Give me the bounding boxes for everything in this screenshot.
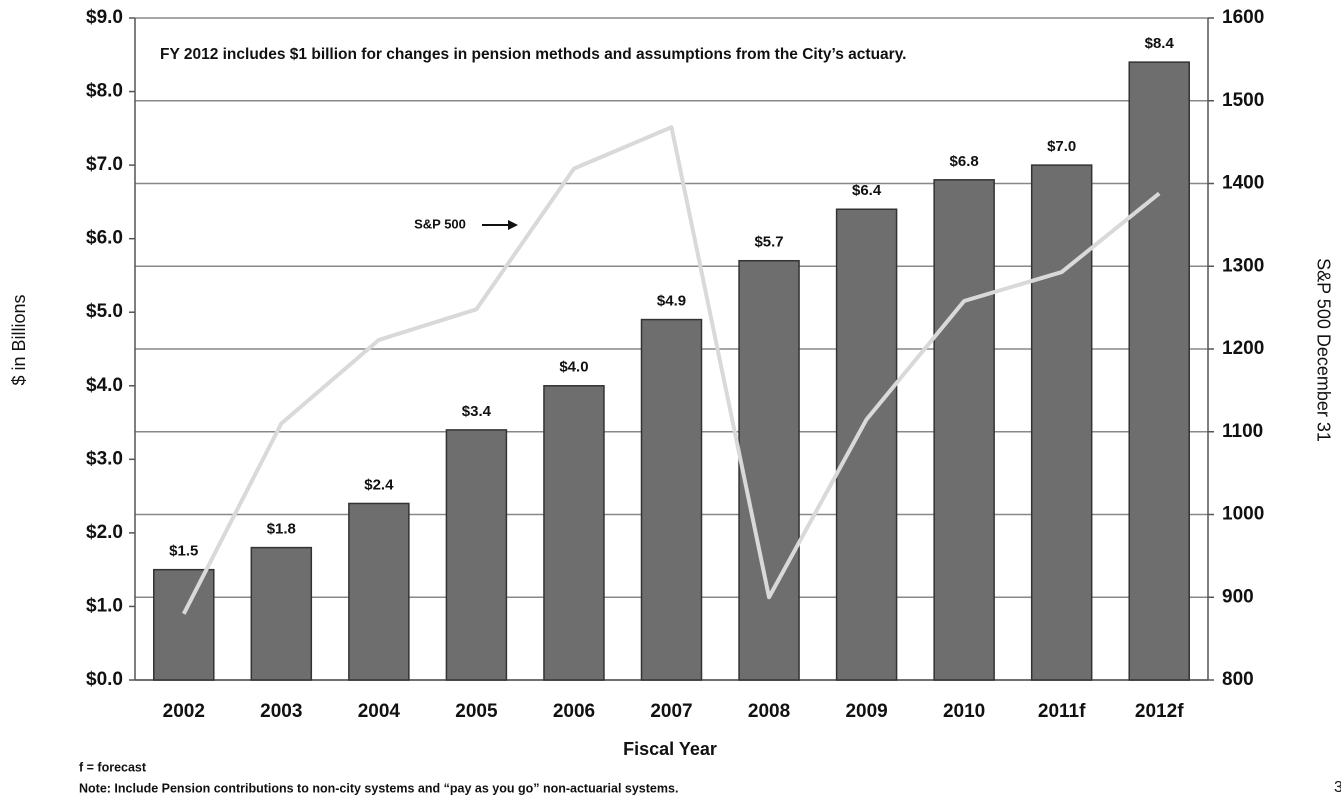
page-number: 3 [1334, 779, 1341, 796]
y2-tick-label: 1000 [1222, 504, 1264, 525]
data-label: $6.8 [950, 153, 979, 170]
data-label: $4.0 [559, 359, 588, 376]
line [181, 125, 1161, 615]
x-tick-label: 2011f [1038, 701, 1086, 722]
y-axis-label: $ in Billions [9, 294, 29, 385]
annotation: FY 2012 includes $1 billion for changes … [160, 46, 906, 63]
data-label: $2.4 [364, 476, 394, 493]
bar [445, 429, 508, 681]
data-label: $5.7 [754, 234, 783, 251]
bar [348, 502, 410, 681]
x-tick-label: 2007 [650, 701, 692, 722]
y2-axis-label: S&P 500 December 31 [1313, 258, 1333, 442]
x-tick-label: 2008 [748, 701, 790, 722]
y2-tick-label: 800 [1222, 669, 1254, 690]
y2-tick-label: 900 [1222, 586, 1254, 607]
y-tick-label: $3.0 [86, 448, 123, 469]
y-tick-label: $5.0 [86, 301, 123, 322]
bar [250, 546, 313, 681]
bar [1128, 61, 1190, 681]
x-tick-label: 2004 [358, 701, 401, 722]
data-label: $8.4 [1145, 35, 1175, 52]
data-label: $1.8 [267, 521, 296, 538]
y2-tick-label: 1300 [1222, 255, 1264, 276]
data-label: $6.4 [852, 182, 882, 199]
y-tick-label: $4.0 [86, 375, 123, 396]
bar [738, 259, 800, 681]
y-tick-label: $1.0 [86, 595, 123, 616]
bar [933, 179, 995, 681]
footnote: Note: Include Pension contributions to n… [79, 781, 678, 795]
footnote: f = forecast [79, 760, 147, 774]
arrow-head [508, 220, 518, 230]
y2-tick-label: 1200 [1222, 338, 1264, 359]
bar [640, 318, 703, 681]
y2-tick-label: 1600 [1222, 7, 1264, 28]
x-tick-label: 2003 [260, 701, 302, 722]
y2-tick-label: 1500 [1222, 90, 1264, 111]
data-label: $1.5 [169, 543, 198, 560]
data-label: $4.9 [657, 293, 686, 310]
x-axis-label: Fiscal Year [623, 739, 717, 759]
y2-tick-label: 1100 [1222, 421, 1263, 442]
y-tick-label: $0.0 [86, 669, 123, 690]
x-tick-label: 2010 [943, 701, 985, 722]
bar [153, 568, 215, 681]
line-annotation: S&P 500 [414, 216, 466, 231]
x-tick-label: 2009 [845, 701, 887, 722]
bar [835, 208, 898, 681]
y2-tick-label: 1400 [1222, 173, 1264, 194]
x-tick-label: 2006 [553, 701, 595, 722]
y-tick-label: $8.0 [86, 81, 123, 102]
y-tick-label: $9.0 [86, 7, 123, 28]
bar [543, 385, 605, 681]
y-tick-label: $6.0 [86, 228, 123, 249]
x-tick-label: 2002 [163, 701, 205, 722]
x-tick-label: 2012f [1135, 701, 1184, 722]
data-label: $7.0 [1047, 138, 1076, 155]
data-label: $3.4 [462, 403, 492, 420]
x-tick-label: 2005 [455, 701, 498, 722]
bar [1030, 164, 1093, 681]
y-tick-label: $2.0 [86, 522, 123, 543]
y-tick-label: $7.0 [86, 154, 123, 175]
